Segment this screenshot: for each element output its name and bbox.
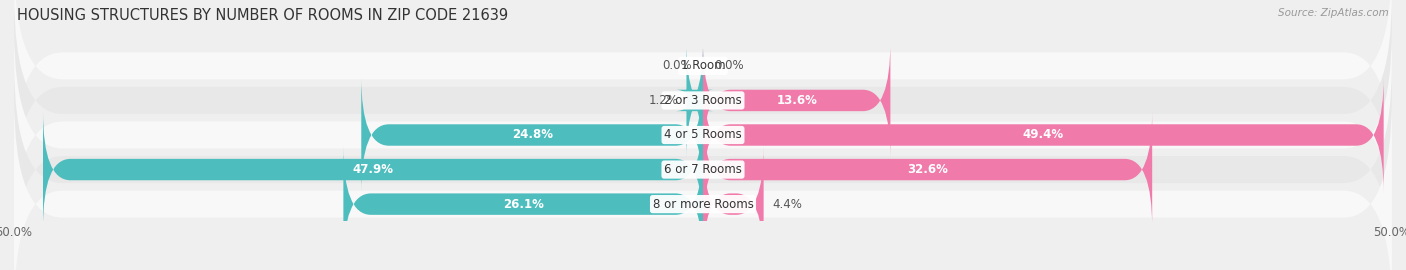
- Text: 24.8%: 24.8%: [512, 129, 553, 141]
- FancyBboxPatch shape: [14, 0, 1392, 208]
- Text: 4.4%: 4.4%: [772, 198, 801, 211]
- FancyBboxPatch shape: [703, 77, 1384, 193]
- Text: HOUSING STRUCTURES BY NUMBER OF ROOMS IN ZIP CODE 21639: HOUSING STRUCTURES BY NUMBER OF ROOMS IN…: [17, 8, 508, 23]
- FancyBboxPatch shape: [14, 28, 1392, 242]
- Text: 4 or 5 Rooms: 4 or 5 Rooms: [664, 129, 742, 141]
- Text: 32.6%: 32.6%: [907, 163, 948, 176]
- Text: 8 or more Rooms: 8 or more Rooms: [652, 198, 754, 211]
- FancyBboxPatch shape: [703, 146, 763, 262]
- FancyBboxPatch shape: [703, 42, 890, 159]
- Text: 0.0%: 0.0%: [662, 59, 692, 72]
- Text: 1.2%: 1.2%: [648, 94, 678, 107]
- FancyBboxPatch shape: [14, 97, 1392, 270]
- FancyBboxPatch shape: [14, 62, 1392, 270]
- Text: 47.9%: 47.9%: [353, 163, 394, 176]
- Text: 1 Room: 1 Room: [681, 59, 725, 72]
- FancyBboxPatch shape: [343, 146, 703, 262]
- Text: 6 or 7 Rooms: 6 or 7 Rooms: [664, 163, 742, 176]
- Text: 49.4%: 49.4%: [1022, 129, 1064, 141]
- Text: 0.0%: 0.0%: [714, 59, 744, 72]
- Text: 2 or 3 Rooms: 2 or 3 Rooms: [664, 94, 742, 107]
- FancyBboxPatch shape: [361, 77, 703, 193]
- Text: 26.1%: 26.1%: [503, 198, 544, 211]
- Text: 13.6%: 13.6%: [776, 94, 817, 107]
- FancyBboxPatch shape: [703, 111, 1152, 228]
- Text: Source: ZipAtlas.com: Source: ZipAtlas.com: [1278, 8, 1389, 18]
- FancyBboxPatch shape: [44, 111, 703, 228]
- FancyBboxPatch shape: [14, 0, 1392, 173]
- FancyBboxPatch shape: [675, 42, 714, 159]
